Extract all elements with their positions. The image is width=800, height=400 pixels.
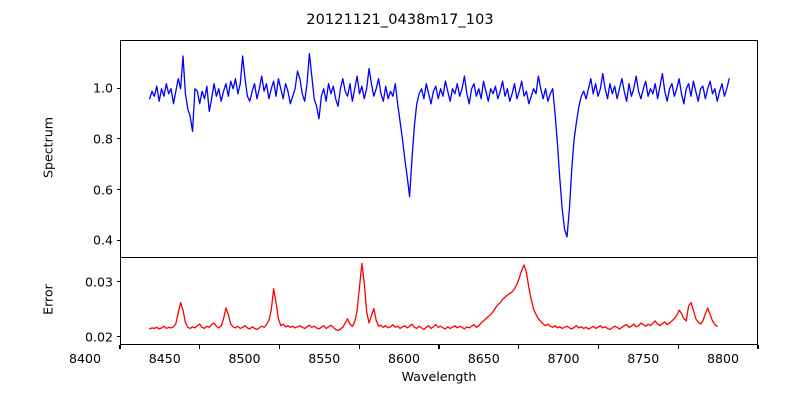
xtick-label: 8800 bbox=[706, 351, 740, 366]
ytick-label-spectrum: 1.0 bbox=[92, 80, 113, 96]
xtick-label: 8600 bbox=[387, 351, 421, 366]
ytick-mark-spectrum bbox=[116, 239, 120, 241]
page-title: 20121121_0438m17_103 bbox=[306, 12, 494, 28]
error-line bbox=[150, 263, 718, 330]
xtick-label: 8550 bbox=[308, 351, 341, 366]
xtick-label: 8750 bbox=[627, 351, 660, 366]
xtick-mark bbox=[438, 345, 440, 349]
xtick-mark bbox=[677, 345, 679, 349]
xtick-label: 8450 bbox=[148, 351, 181, 366]
ytick-mark-error bbox=[116, 281, 120, 283]
error-plot-area bbox=[121, 258, 757, 344]
xtick-mark bbox=[119, 345, 121, 349]
xtick-mark bbox=[199, 345, 201, 349]
x-axis-label: Wavelength bbox=[401, 369, 477, 384]
y-axis-label-error: Error bbox=[40, 284, 56, 315]
spectrum-plot-area bbox=[121, 41, 757, 257]
ytick-label-spectrum: 0.4 bbox=[92, 232, 113, 248]
xtick-mark bbox=[597, 345, 600, 349]
ytick-label-spectrum: 0.6 bbox=[92, 182, 113, 198]
spectrum-panel bbox=[120, 40, 758, 258]
y-axis-label-spectrum: Spectrum bbox=[40, 116, 56, 179]
ytick-label-spectrum: 0.8 bbox=[92, 131, 113, 147]
xtick-label: 8500 bbox=[228, 351, 261, 366]
ytick-mark-spectrum bbox=[116, 87, 120, 89]
xtick-mark bbox=[518, 345, 520, 349]
ytick-mark-spectrum bbox=[116, 189, 120, 191]
xtick-label: 8400 bbox=[68, 351, 102, 366]
xtick-label: 8700 bbox=[547, 351, 580, 366]
ytick-mark-error bbox=[116, 336, 120, 338]
spectrum-line bbox=[150, 54, 730, 237]
error-panel bbox=[120, 257, 758, 345]
xtick-mark bbox=[278, 345, 281, 349]
ytick-label-error: 0.03 bbox=[84, 274, 113, 290]
ytick-label-error: 0.02 bbox=[84, 329, 113, 345]
xtick-label: 8650 bbox=[467, 351, 500, 366]
xtick-mark bbox=[358, 345, 360, 349]
ytick-mark-spectrum bbox=[116, 138, 120, 140]
xtick-mark bbox=[757, 345, 759, 349]
